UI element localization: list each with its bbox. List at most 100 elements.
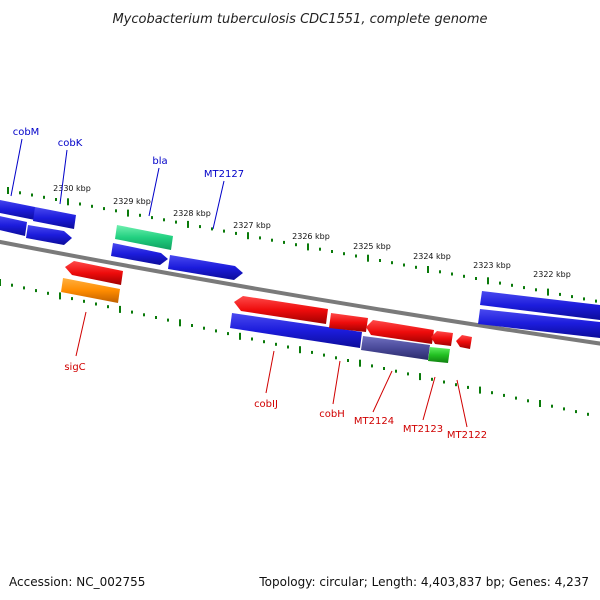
upper-scale-minor-tick [235,231,237,235]
gene-label-cobK[interactable]: cobK [58,138,83,149]
upper-scale-minor-tick [91,204,93,208]
upper-scale-minor-tick [355,254,357,258]
lower-scale-minor-tick [167,318,169,322]
lower-scale-minor-tick [143,313,145,317]
upper-scale-minor-tick [151,216,153,220]
gene-label-MT2122[interactable]: MT2122 [447,430,487,441]
gene-label-sigC[interactable]: sigC [64,362,85,373]
upper-scale-minor-tick [595,299,597,303]
gene-arrow-sigC[interactable] [61,278,120,303]
gene-arrow-MT2124-forward[interactable] [361,336,430,360]
leader-MT2123 [422,376,436,421]
lower-scale-major-tick [359,359,361,367]
gene-arrow-MT2127[interactable] [168,255,243,280]
leader-sigC [75,311,87,357]
lower-scale-minor-tick [323,353,325,357]
upper-scale-minor-tick [295,243,297,247]
upper-scale-minor-tick [55,198,57,201]
upper-scale-minor-tick [415,265,417,269]
lower-scale-minor-tick [563,407,565,411]
gene-arrow-MT2124[interactable] [366,320,434,344]
lower-scale-minor-tick [371,364,373,368]
leader-cobIJ [265,350,275,394]
lower-scale-minor-tick [11,283,13,287]
gene-label-cobH[interactable]: cobH [319,409,344,420]
leader-MT2122 [456,379,468,428]
upper-scale-ticks [7,187,597,303]
gene-arrow-bla-inner[interactable] [111,243,168,265]
upper-scale-minor-tick [439,270,441,274]
upper-scale-minor-tick [79,202,81,206]
upper-scale-minor-tick [583,297,585,301]
gene-label-bla[interactable]: bla [152,156,167,167]
upper-scale-minor-tick [199,225,201,229]
gene-label-cobIJ[interactable]: cobIJ [254,399,278,410]
gene-arrow-right-2[interactable] [478,309,600,338]
lower-scale-minor-tick [395,369,397,373]
upper-scale-minor-tick [259,236,261,240]
gene-arrow-MT2123[interactable] [431,331,453,346]
gene-label-MT2124[interactable]: MT2124 [354,416,394,427]
scale-label-2330: 2330 kbp [53,184,91,193]
gene-arrow-sigC-upper[interactable] [65,261,123,285]
gene-arrow-bla[interactable] [115,225,173,250]
upper-scale-minor-tick [31,193,33,197]
upper-scale-major-tick [247,232,249,240]
upper-scale-minor-tick [559,292,561,296]
lower-scale-minor-tick [491,391,493,395]
gene-arrow-cobH[interactable] [329,313,368,332]
lower-scale-minor-tick [35,289,37,293]
lower-scale-minor-tick [431,377,433,381]
lower-scale-minor-tick [347,359,349,362]
upper-scale-minor-tick [283,240,285,244]
leader-cobM [10,138,23,197]
upper-scale-minor-tick [403,263,405,267]
gene-arrow-cobIJ-forward[interactable] [230,313,362,348]
upper-scale-major-tick [187,220,189,228]
lower-scale-minor-tick [203,326,205,330]
lower-scale-major-tick [539,400,541,407]
lower-scale-minor-tick [527,399,529,403]
gene-arrow-cobM-inner[interactable] [0,215,27,236]
gene-arrow-MT2122[interactable] [456,335,472,349]
lower-scale-minor-tick [587,412,589,416]
upper-scale-minor-tick [19,191,21,195]
scale-label-2324: 2324 kbp [413,252,451,261]
upper-scale-major-tick [67,198,69,206]
upper-scale-minor-tick [175,220,177,224]
upper-scale-minor-tick [463,274,465,278]
upper-scale-minor-tick [511,283,513,287]
gene-arrow-MT2123-forward[interactable] [428,347,450,363]
gene-arrow-cobM[interactable] [0,199,35,220]
lower-scale-minor-tick [71,297,73,301]
gene-label-cobM[interactable]: cobM [13,127,40,138]
upper-scale-minor-tick [571,295,573,299]
upper-scale-major-tick [487,277,489,285]
gene-arrow-cobK-inner[interactable] [26,225,72,245]
upper-scale-minor-tick [451,272,453,276]
scale-label-2322: 2322 kbp [533,270,571,279]
lower-scale-minor-tick [83,299,85,303]
upper-scale-minor-tick [319,247,321,251]
map-title: Mycobacterium tuberculosis CDC1551, comp… [112,12,487,27]
leader-cobK [59,149,68,205]
upper-scale-minor-tick [475,277,477,280]
gene-arrow-cobIJ[interactable] [234,296,328,324]
gene-arrow-right-1[interactable] [480,291,600,320]
upper-scale-minor-tick [43,195,45,199]
upper-scale-minor-tick [343,252,345,256]
scale-label-2325: 2325 kbp [353,242,391,251]
lower-scale-minor-tick [23,286,25,290]
lower-scale-minor-tick [251,337,253,341]
lower-scale-major-tick [0,279,1,286]
gene-label-MT2123[interactable]: MT2123 [403,424,443,435]
lower-scale-major-tick [119,305,121,313]
upper-scale-minor-tick [163,218,165,222]
lower-scale-major-tick [59,292,61,300]
gene-arrow-cobK[interactable] [33,207,76,229]
lower-scale-major-tick [299,346,301,354]
scale-label-2326: 2326 kbp [292,232,330,241]
upper-scale-minor-tick [223,229,225,233]
gene-label-MT2127[interactable]: MT2127 [204,169,244,180]
